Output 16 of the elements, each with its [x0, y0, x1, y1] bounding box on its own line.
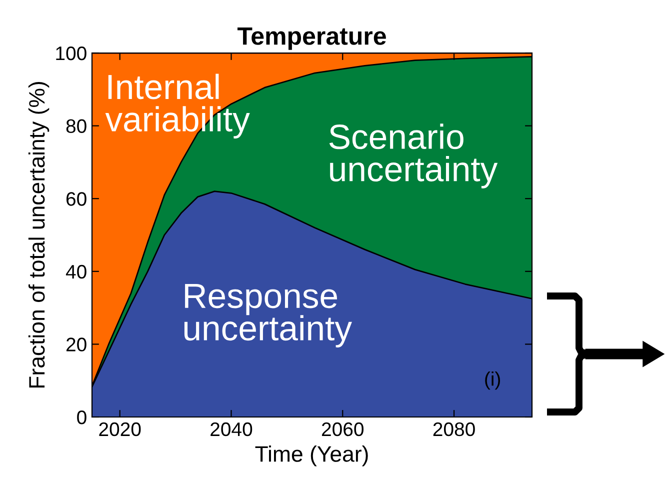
y-tick-label: 80 — [66, 119, 86, 134]
x-tick-label: 2080 — [433, 422, 475, 436]
y-tick-label: 60 — [66, 192, 86, 206]
x-axis-title: Time (Year) — [255, 446, 368, 466]
chart-title: Temperature — [237, 27, 386, 50]
series-label: Response uncertainty — [184, 284, 352, 348]
y-tick-label: 40 — [66, 264, 86, 279]
legend-label: Scenario uncertainty — [329, 124, 498, 188]
x-tick-label: 2020 — [99, 422, 141, 436]
y-tick-label: 20 — [66, 338, 86, 352]
y-axis-title: Fraction of total uncertainty (%) — [28, 82, 50, 388]
annotation: (i) — [485, 372, 500, 390]
x-tick-label: 2040 — [210, 422, 252, 436]
y-tick-label: 100 — [56, 46, 86, 60]
y-tick-label: 0 — [77, 410, 86, 424]
x-tick-label: 2060 — [322, 422, 364, 436]
